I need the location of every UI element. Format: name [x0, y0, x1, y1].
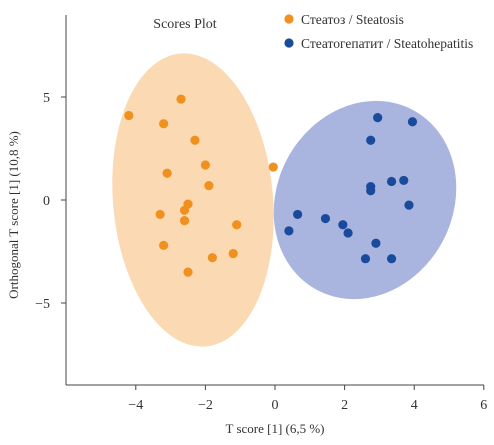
confidence-ellipse-2	[273, 100, 457, 300]
x-axis-label: T score [1] (6,5 %)	[225, 421, 324, 436]
data-point-series-1	[179, 216, 190, 226]
x-tick-label: 4	[411, 398, 418, 413]
legend-label-1: Стеатоз / Steatosis	[301, 12, 404, 27]
legend-label-2: Стеатогепатит / Steatohepatitis	[301, 36, 473, 51]
data-point-series-1	[159, 240, 169, 250]
data-point-series-2	[407, 117, 418, 127]
x-tick-label: −4	[128, 398, 143, 413]
data-point-series-2	[386, 254, 397, 264]
data-points	[124, 94, 418, 277]
data-point-series-2	[343, 228, 353, 238]
data-point-series-1	[183, 267, 193, 277]
data-point-series-1	[228, 248, 238, 259]
axes: −4 −2 0 2 4 6 5 0 −5	[35, 15, 487, 413]
confidence-ellipses	[112, 53, 457, 347]
x-tick-label: 6	[480, 398, 487, 413]
legend: Стеатоз / Steatosis Стеатогепатит / Steat…	[284, 12, 473, 51]
data-point-series-1	[124, 110, 134, 121]
data-point-series-1	[179, 205, 190, 215]
data-point-series-1	[232, 220, 242, 230]
chart-title: Scores Plot	[153, 17, 217, 32]
y-axis-label: Orthogonal T score [1] (10,8 %)	[6, 131, 21, 299]
y-tick-label: −5	[35, 297, 50, 312]
data-point-series-2	[293, 209, 303, 220]
data-point-series-1	[159, 119, 169, 129]
data-point-series-2	[373, 113, 383, 123]
data-point-series-1	[162, 168, 172, 178]
x-tick-label: −2	[198, 398, 213, 413]
data-point-series-2	[320, 213, 331, 224]
data-point-series-2	[360, 254, 371, 264]
data-point-series-2	[404, 200, 414, 210]
x-tick-label: 0	[272, 398, 279, 413]
data-point-series-1	[190, 135, 200, 145]
data-point-series-2	[399, 175, 409, 186]
y-tick-label: 5	[43, 91, 50, 106]
data-point-series-2	[386, 176, 397, 187]
y-tick-label: 0	[43, 194, 50, 209]
data-point-series-2	[366, 135, 376, 145]
data-point-series-2	[366, 186, 376, 196]
data-point-series-1	[155, 209, 165, 220]
legend-marker-1	[284, 14, 294, 24]
data-point-series-2	[284, 226, 294, 236]
x-tick-label: 2	[341, 398, 348, 413]
data-point-series-1	[200, 160, 210, 170]
data-point-series-1	[204, 180, 214, 191]
data-point-series-1	[268, 162, 278, 172]
data-point-series-2	[338, 220, 348, 230]
legend-marker-2	[284, 38, 294, 48]
data-point-series-1	[176, 94, 186, 104]
data-point-series-1	[207, 253, 217, 263]
data-point-series-2	[371, 238, 381, 248]
confidence-ellipse-1	[112, 53, 274, 347]
